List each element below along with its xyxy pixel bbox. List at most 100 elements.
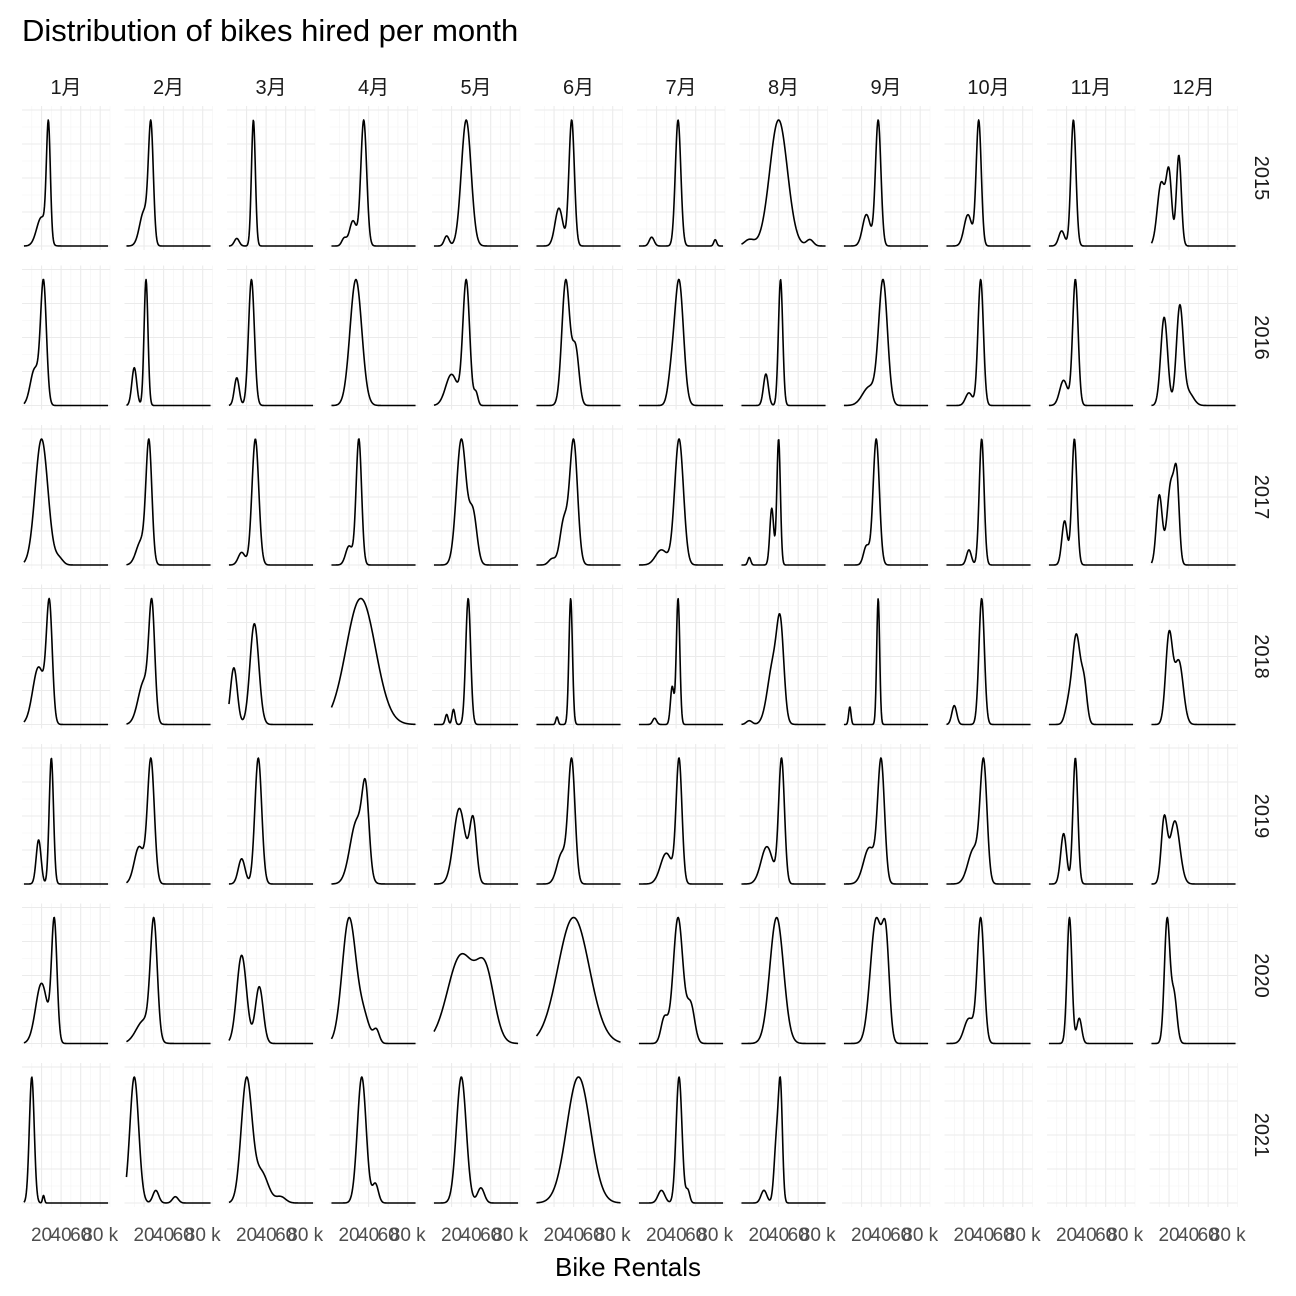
facet-panel: [1047, 584, 1136, 729]
density-curve: [536, 1076, 621, 1204]
facet-panel: [432, 106, 521, 250]
month-strip-label: 3月: [255, 77, 286, 99]
x-tick-label: 20: [748, 1225, 769, 1246]
facet-panel: [534, 425, 623, 569]
density-curve: [946, 119, 1031, 247]
facet-panel: [944, 903, 1033, 1048]
facet-panel: [432, 265, 521, 410]
density-curve: [433, 438, 519, 566]
density-curve: [843, 119, 929, 247]
facet-panel: [842, 425, 931, 569]
density-curve: [741, 916, 826, 1045]
x-tick-label: 20: [1056, 1225, 1077, 1246]
facet-panel: [22, 1063, 111, 1207]
facet-panel: [1047, 903, 1136, 1048]
year-strip-label: 2019: [1250, 794, 1272, 839]
facet-panel: [842, 1063, 931, 1207]
x-tick-label: 80 k: [697, 1225, 733, 1246]
density-curve: [946, 916, 1031, 1045]
x-tick-label: 20: [338, 1225, 359, 1246]
density-curve: [23, 119, 109, 247]
facet-panel: [227, 106, 316, 250]
x-tick-label: 80 k: [287, 1225, 323, 1246]
facet-panel: [124, 1063, 213, 1207]
density-curve: [638, 438, 724, 566]
facet-panel: [227, 425, 316, 569]
facet-panel: [124, 265, 213, 410]
density-curve: [1048, 633, 1134, 726]
month-strip-label: 1月: [50, 77, 81, 99]
x-tick-label: 40: [563, 1225, 584, 1246]
x-tick-label: 40: [973, 1225, 994, 1246]
facet-panel: [842, 744, 931, 888]
facet-panel: [329, 903, 418, 1048]
facet-panel: [22, 584, 111, 729]
x-tick-label: 80 k: [185, 1225, 221, 1246]
facet-panel: [637, 425, 726, 569]
facet-panel: [739, 425, 828, 569]
x-tick-label: 60: [378, 1225, 399, 1246]
x-tick-label: 20: [236, 1225, 257, 1246]
density-curve: [23, 757, 109, 885]
x-axis-label: Bike Rentals: [555, 1252, 701, 1282]
x-tick-label: 80 k: [390, 1225, 426, 1246]
density-curve: [126, 916, 211, 1045]
x-tick-label: 80 k: [1210, 1225, 1246, 1246]
facet-panel: [637, 106, 726, 250]
density-curve: [638, 757, 724, 885]
density-curve: [126, 597, 211, 726]
density-curve: [1048, 757, 1134, 885]
density-curve: [638, 916, 724, 1045]
density-curve: [946, 278, 1031, 407]
x-tick-label: 20: [953, 1225, 974, 1246]
facet-panel: [944, 584, 1033, 729]
facet-panel: [739, 106, 828, 250]
facet-panel: [944, 1063, 1033, 1207]
density-curve: [946, 757, 1031, 885]
density-curve: [228, 438, 314, 566]
density-curve: [1151, 916, 1236, 1045]
x-tick-label: 60: [685, 1225, 706, 1246]
facet-panel: [944, 265, 1033, 410]
density-curve: [331, 278, 416, 407]
density-curve: [1048, 278, 1134, 407]
facet-panel: [124, 584, 213, 729]
facet-panel: [124, 425, 213, 569]
facet-panel: [329, 265, 418, 410]
density-curve: [23, 597, 109, 726]
density-curve: [536, 119, 621, 247]
density-curve: [1048, 916, 1134, 1045]
density-curve: [741, 1076, 826, 1204]
density-curve: [228, 623, 314, 726]
x-tick-label: 20: [31, 1225, 52, 1246]
density-curve: [741, 278, 826, 407]
density-curve: [1048, 119, 1134, 247]
facet-panel: [1149, 744, 1238, 888]
x-tick-label: 80 k: [800, 1225, 836, 1246]
density-curve: [1151, 629, 1236, 726]
density-curve: [433, 597, 519, 726]
x-tick-label: 20: [543, 1225, 564, 1246]
facet-panel: [739, 903, 828, 1048]
facet-panel: [1149, 903, 1238, 1048]
facet-panel: [22, 903, 111, 1048]
x-tick-label: 20: [133, 1225, 154, 1246]
density-curve: [843, 916, 929, 1045]
density-curve: [126, 119, 211, 247]
density-curve: [433, 278, 519, 407]
x-tick-label: 80 k: [1107, 1225, 1143, 1246]
facet-panel: [739, 744, 828, 888]
x-tick-label: 40: [768, 1225, 789, 1246]
density-curve: [1150, 154, 1236, 247]
x-tick-label: 40: [666, 1225, 687, 1246]
x-tick-label: 40: [51, 1225, 72, 1246]
facet-panel: [739, 584, 828, 729]
facet-panel: [842, 106, 931, 250]
density-curve: [125, 1076, 211, 1204]
x-tick-label: 20: [851, 1225, 872, 1246]
density-curve: [228, 119, 314, 247]
month-strip-label: 8月: [768, 77, 799, 99]
facet-panel: [432, 903, 521, 1048]
x-tick-label: 60: [275, 1225, 296, 1246]
density-curve: [433, 807, 519, 885]
